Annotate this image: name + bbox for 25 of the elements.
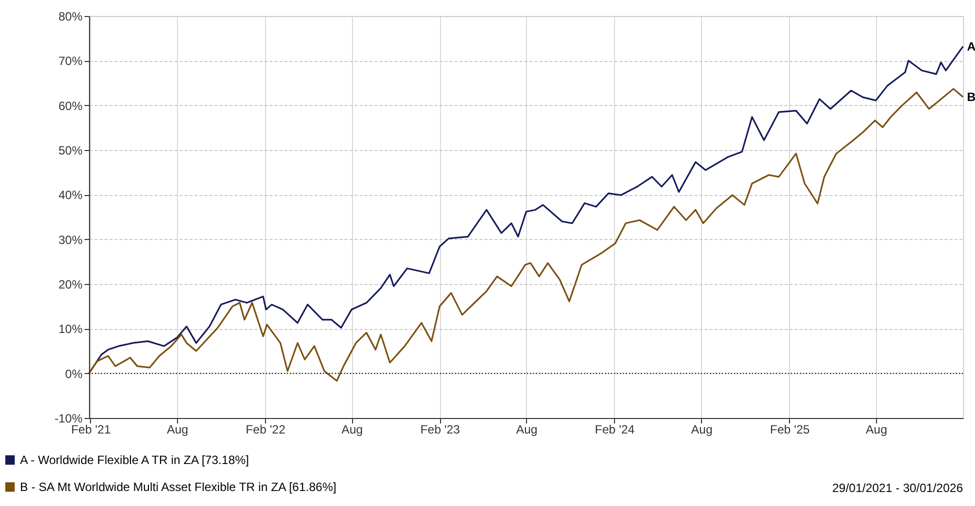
y-tick-label: 80%	[58, 10, 83, 24]
legend-label: B - SA Mt Worldwide Multi Asset Flexible TR in ZA [61.86%]	[20, 480, 336, 494]
x-tick-label: Feb '23	[420, 422, 460, 436]
y-tick-label: 0%	[65, 366, 83, 381]
x-tick-label: Feb '24	[594, 422, 635, 436]
x-tick-label: Feb '22	[246, 422, 286, 436]
annotation: A	[967, 39, 975, 54]
y-tick-label: 60%	[58, 98, 83, 113]
y-tick-label: 30%	[58, 232, 83, 247]
y-tick-label: 10%	[58, 322, 83, 336]
x-tick-label: Aug	[866, 422, 888, 436]
x-tick-label: Aug	[341, 422, 363, 436]
y-tick-label: 50%	[58, 144, 83, 158]
y-tick-label: 40%	[58, 188, 83, 202]
text: 29/01/2021 - 30/01/2026	[832, 481, 964, 495]
x-tick-label: Aug	[166, 422, 188, 436]
legend-label: A - Worldwide Flexible A TR in ZA [73.18%]	[20, 453, 249, 467]
x-tick-label: Feb '21	[71, 422, 112, 436]
x-tick-label: Feb '25	[770, 422, 810, 436]
y-tick-label: 20%	[58, 278, 83, 292]
y-tick-label: 70%	[58, 54, 83, 68]
y-tick-label: -10%	[54, 412, 83, 426]
annotation: B	[967, 90, 975, 104]
x-tick-label: Aug	[691, 422, 713, 436]
x-tick-label: Aug	[516, 422, 538, 436]
